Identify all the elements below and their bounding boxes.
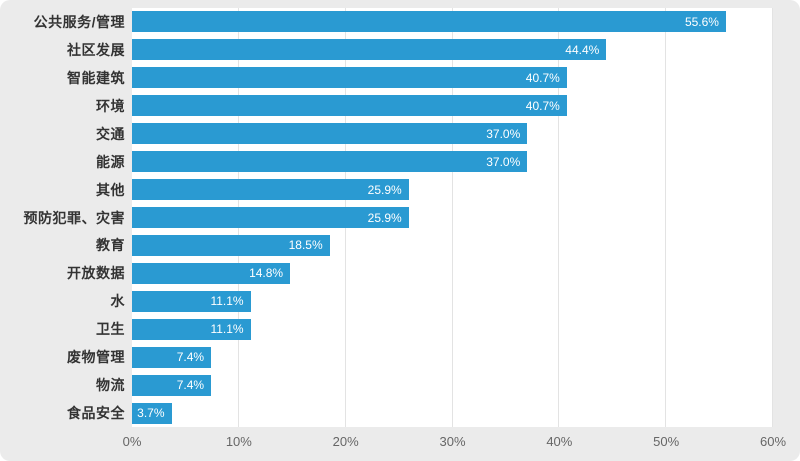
value-label: 37.0% [486, 126, 521, 141]
category-label: 交通 [96, 125, 125, 142]
bar-track: 40.7% [132, 92, 773, 120]
bar: 11.1% [132, 290, 251, 312]
value-label: 11.1% [210, 294, 244, 309]
value-label: 44.4% [565, 42, 600, 57]
bar-track: 37.0% [132, 148, 773, 176]
bar-track: 14.8% [132, 259, 773, 287]
x-axis: 0% 10% 20% 30% 40% 50% 60% [123, 427, 786, 457]
value-label: 55.6% [684, 14, 719, 29]
bar-track: 55.6% [132, 8, 773, 36]
x-tick-label: 40% [546, 434, 573, 449]
category-label: 食品安全 [67, 405, 125, 422]
x-tick-label: 20% [332, 434, 359, 449]
x-tick-label: 60% [759, 434, 787, 449]
bar-row: 环境 40.7% [0, 92, 773, 120]
bar-row: 食品安全 3.7% [0, 399, 773, 427]
category-label: 水 [110, 293, 125, 310]
value-label: 40.7% [525, 98, 560, 113]
bar-row: 公共服务/管理 55.6% [0, 8, 773, 36]
category-label: 智能建筑 [67, 69, 125, 86]
bar-track: 25.9% [132, 176, 773, 204]
value-label: 25.9% [367, 210, 402, 225]
value-label: 7.4% [176, 350, 205, 365]
category-label: 预防犯罪、灾害 [23, 209, 125, 226]
bar-row: 预防犯罪、灾害 25.9% [0, 204, 773, 232]
bar-row: 智能建筑 40.7% [0, 64, 773, 92]
bar-track: 18.5% [132, 232, 773, 260]
bar: 11.1% [132, 318, 251, 340]
bar-row: 能源 37.0% [0, 148, 773, 176]
bar: 7.4% [132, 374, 212, 396]
gridline [665, 8, 667, 427]
bar-row: 教育 18.5% [0, 232, 773, 260]
bar: 55.6% [132, 11, 726, 33]
gridline [558, 8, 560, 427]
bar: 44.4% [132, 39, 607, 61]
gridline [451, 8, 453, 427]
value-label: 7.4% [176, 378, 205, 393]
category-label: 废物管理 [67, 349, 125, 366]
value-label: 25.9% [367, 182, 402, 197]
bar-track: 11.1% [132, 315, 773, 343]
bar: 3.7% [132, 402, 172, 424]
bar: 14.8% [132, 262, 291, 284]
value-label: 40.7% [525, 70, 560, 85]
bar: 25.9% [132, 179, 409, 201]
category-label: 社区发展 [67, 41, 125, 58]
bar: 37.0% [132, 151, 528, 173]
bar-track: 3.7% [132, 399, 773, 427]
value-label: 37.0% [486, 154, 521, 169]
bar-row: 废物管理 7.4% [0, 343, 773, 371]
x-tick-label: 0% [122, 434, 142, 449]
category-label: 公共服务/管理 [33, 13, 125, 30]
category-label: 物流 [96, 377, 125, 394]
bar-row: 卫生 11.1% [0, 315, 773, 343]
bar: 7.4% [132, 346, 212, 368]
category-label: 教育 [96, 237, 125, 254]
value-label: 3.7% [137, 406, 165, 421]
bar-track: 7.4% [132, 371, 773, 399]
value-label: 14.8% [249, 266, 284, 281]
category-label: 其他 [96, 181, 125, 198]
category-label: 能源 [96, 153, 125, 170]
bar: 25.9% [132, 207, 409, 229]
bar-track: 44.4% [132, 36, 773, 64]
category-label: 环境 [96, 97, 125, 114]
category-label: 卫生 [96, 321, 125, 338]
x-tick-label: 50% [653, 434, 680, 449]
bar-rows: 公共服务/管理 55.6% 社区发展 44.4% 智能建筑 40.7% 环境 40.7% 交通 3… [0, 8, 773, 427]
value-label: 11.1% [210, 322, 244, 337]
bar-track: 11.1% [132, 287, 773, 315]
bar: 18.5% [132, 234, 330, 256]
bar: 40.7% [132, 95, 567, 117]
bar: 37.0% [132, 123, 528, 145]
bar-track: 40.7% [132, 64, 773, 92]
bar-track: 7.4% [132, 343, 773, 371]
bar: 40.7% [132, 67, 567, 89]
gridline [772, 8, 773, 427]
x-tick-label: 10% [225, 434, 252, 449]
bar-row: 交通 37.0% [0, 120, 773, 148]
bar-track: 37.0% [132, 120, 773, 148]
category-label: 开放数据 [67, 265, 125, 282]
bar-row: 开放数据 14.8% [0, 259, 773, 287]
bar-row: 物流 7.4% [0, 371, 773, 399]
x-tick-label: 30% [439, 434, 466, 449]
bar-row: 水 11.1% [0, 287, 773, 315]
value-label: 18.5% [288, 238, 323, 253]
bar-row: 社区发展 44.4% [0, 36, 773, 64]
bar-track: 25.9% [132, 204, 773, 232]
bar-row: 其他 25.9% [0, 176, 773, 204]
